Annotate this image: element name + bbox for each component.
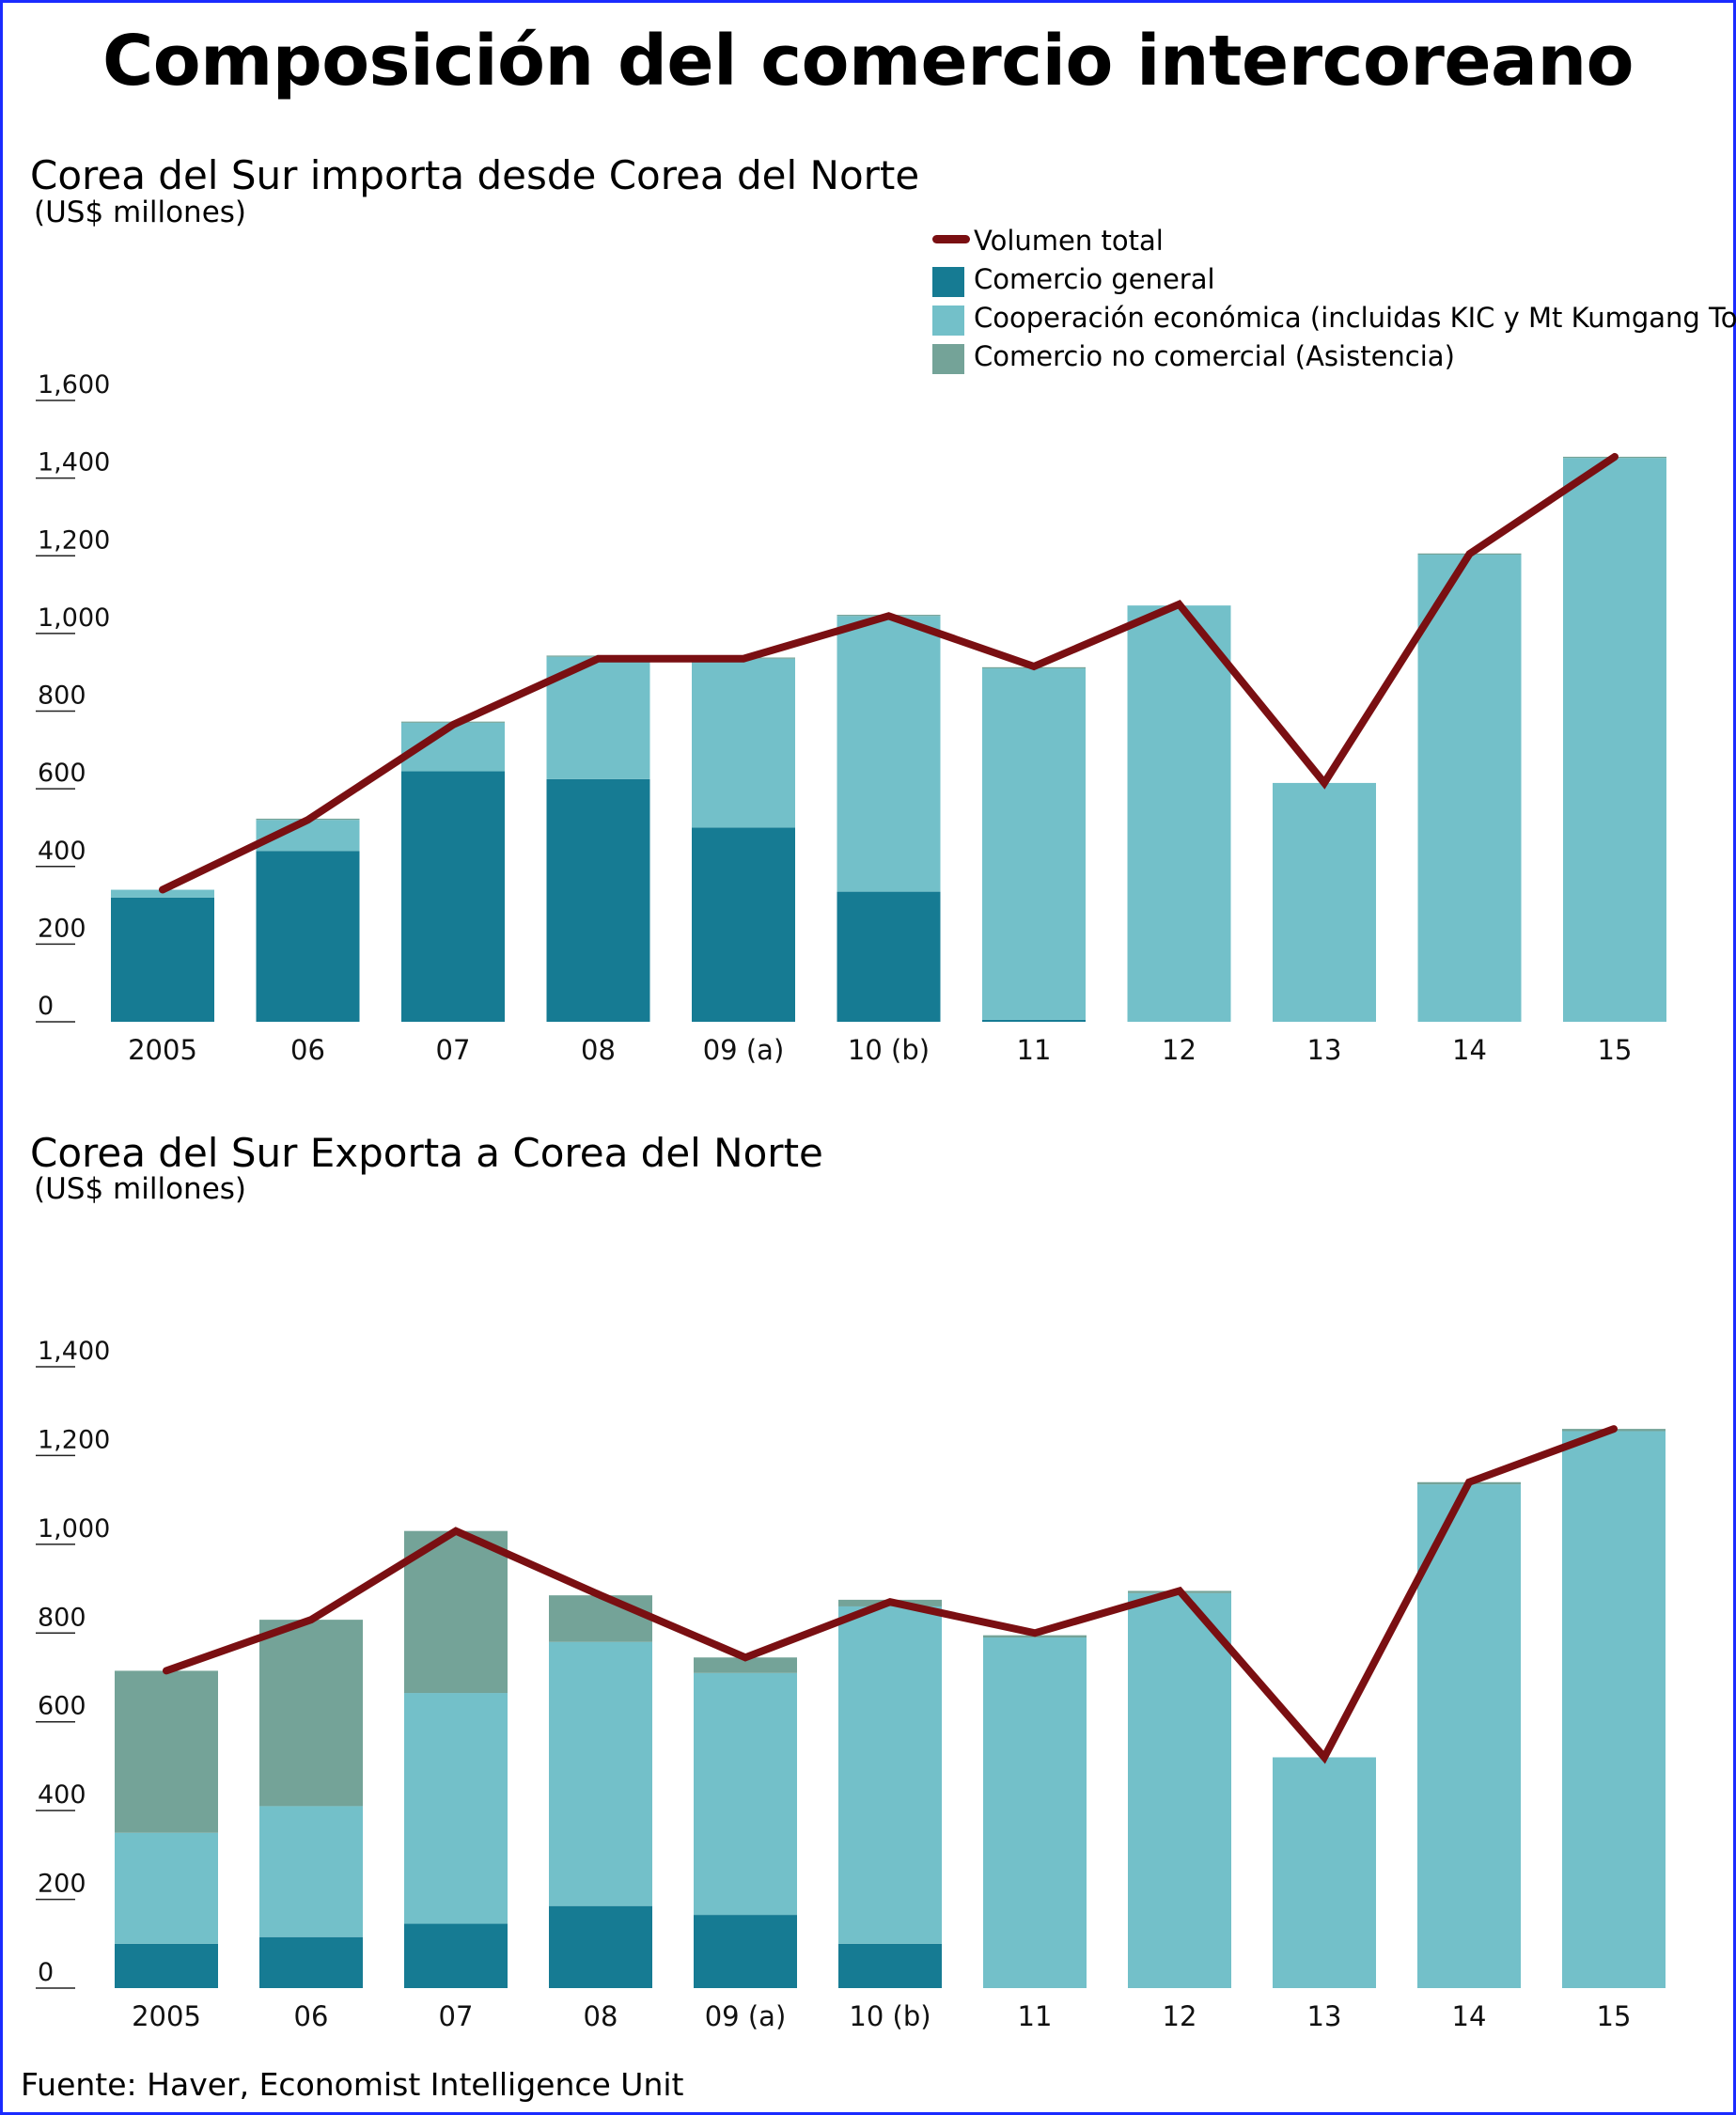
bar-segment-general (256, 851, 360, 1022)
imports-chart: 0 200 400 600 800 1,000 1,200 1,400 1,600 2005 06 0… (36, 370, 1666, 1066)
y-tick-label: 0 (38, 992, 54, 1021)
y-tick-label: 200 (38, 1870, 86, 1899)
bar-segment-general (546, 778, 650, 1022)
bar-segment-economic (111, 889, 214, 898)
bar-segment-economic (549, 1641, 652, 1906)
x-tick-label: 09 (a) (705, 2000, 787, 2032)
x-tick-label: 12 (1162, 1034, 1196, 1066)
total-volume-line (163, 1425, 1618, 1764)
exports-unit-label: (US$ millones) (34, 1172, 247, 1206)
y-tick-label: 200 (38, 914, 86, 943)
legend-swatch-noncommercial (932, 344, 964, 374)
y-tick-label: 1,000 (38, 1514, 110, 1543)
y-tick-label: 600 (38, 1692, 86, 1721)
x-tick-label: 13 (1307, 1034, 1342, 1066)
bar-segment-general (111, 897, 214, 1022)
y-tick-label: 1,200 (38, 1425, 110, 1454)
x-tick-label: 2005 (128, 1034, 197, 1066)
bar-segment-economic (1273, 1757, 1376, 1988)
x-tick-label: 11 (1017, 1034, 1052, 1066)
bar-segment-economic (1273, 782, 1376, 1022)
bar-segment-economic (838, 1606, 942, 1944)
x-tick-label: 09 (a) (703, 1034, 785, 1066)
bar-segment-general (837, 891, 941, 1022)
bar-segment-economic (1562, 1431, 1666, 1988)
bar-segment-economic (837, 616, 941, 892)
bar-segment-general (115, 1943, 218, 1988)
bar-segment-economic (1127, 605, 1231, 1022)
bar-segment-noncommercial (549, 1595, 652, 1642)
y-tick-label: 1,400 (38, 448, 110, 478)
x-tick-label: 10 (b) (848, 1034, 930, 1066)
y-tick-label: 1,400 (38, 1337, 110, 1366)
x-tick-label: 15 (1597, 2000, 1632, 2032)
bar-segment-economic (404, 1693, 508, 1924)
bar-segment-noncommercial (404, 1530, 508, 1694)
bar-segment-noncommercial (259, 1620, 363, 1807)
x-tick-label: 06 (294, 2000, 329, 2032)
y-tick-label: 1,600 (38, 370, 110, 400)
bar-segment-economic (259, 1806, 363, 1937)
legend-label-noncommercial: Comercio no comercial (Asistencia) (974, 340, 1455, 372)
x-tick-label: 07 (436, 1034, 471, 1066)
bar-segment-economic (115, 1832, 218, 1944)
x-tick-label: 11 (1018, 2000, 1053, 2032)
x-tick-label: 15 (1598, 1034, 1633, 1066)
bar-segment-economic (1563, 458, 1666, 1023)
y-tick-label: 800 (38, 682, 86, 711)
x-tick-label: 08 (581, 1034, 616, 1066)
bar-segment-economic (1417, 555, 1522, 1022)
bar-segment-economic (1128, 1592, 1231, 1988)
exports-chart-title: Corea del Sur Exporta a Corea del Norte (30, 1130, 823, 1176)
y-tick-label: 0 (38, 1958, 54, 1987)
bar-segment-economic (1417, 1484, 1521, 1988)
x-tick-label: 08 (584, 2000, 618, 2032)
bar-segment-economic (692, 658, 795, 828)
bar-segment-general (692, 827, 795, 1022)
bar-segment-general (401, 771, 505, 1022)
total-volume-line (159, 452, 1619, 894)
x-tick-label: 10 (b) (849, 2000, 931, 2032)
legend-label-general: Comercio general (974, 263, 1215, 295)
bar-segment-economic (982, 668, 1086, 1020)
x-tick-label: 2005 (132, 2000, 201, 2032)
x-tick-label: 13 (1307, 2000, 1342, 2032)
legend-label-total: Volumen total (974, 225, 1164, 257)
bar-segment-noncommercial (694, 1657, 797, 1673)
y-tick-label: 800 (38, 1603, 86, 1632)
y-tick-label: 400 (38, 837, 86, 866)
source-note: Fuente: Haver, Economist Intelligence Un… (21, 2066, 684, 2103)
imports-unit-label: (US$ millones) (34, 196, 247, 229)
bar-segment-general (549, 1905, 652, 1988)
x-tick-label: 12 (1163, 2000, 1197, 2032)
legend-swatch-general (932, 267, 964, 297)
y-tick-label: 1,200 (38, 525, 110, 555)
legend-line-total (932, 235, 970, 243)
bar-segment-general (982, 1019, 1086, 1022)
bar-segment-general (259, 1936, 363, 1988)
x-tick-label: 14 (1452, 1034, 1487, 1066)
bar-segment-general (838, 1943, 942, 1988)
bar-segment-economic (694, 1672, 797, 1916)
bar-segment-economic (983, 1637, 1087, 1988)
legend-label-economic: Cooperación económica (incluidas KIC y M… (974, 302, 1736, 334)
main-title: Composición del comercio intercoreano (102, 21, 1634, 102)
bar-segment-noncommercial (115, 1670, 218, 1833)
x-tick-label: 06 (290, 1034, 325, 1066)
imports-chart-title: Corea del Sur importa desde Corea del No… (30, 152, 920, 198)
bar-segment-general (404, 1923, 508, 1988)
legend-swatch-economic (932, 306, 964, 336)
x-tick-label: 07 (439, 2000, 474, 2032)
bar-segment-general (694, 1915, 797, 1988)
y-tick-label: 400 (38, 1780, 86, 1810)
x-tick-label: 14 (1452, 2000, 1487, 2032)
y-tick-label: 600 (38, 759, 86, 788)
y-tick-label: 1,000 (38, 603, 110, 633)
exports-chart: 0 200 400 600 800 1,000 1,200 1,400 2005 06 07 08 09… (36, 1337, 1666, 2032)
